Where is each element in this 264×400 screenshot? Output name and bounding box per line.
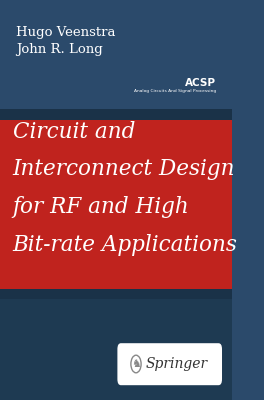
Bar <box>0 292 233 400</box>
Text: Bit-rate Applications: Bit-rate Applications <box>13 234 238 256</box>
Bar <box>0 109 233 120</box>
FancyBboxPatch shape <box>117 343 222 385</box>
Text: ♞: ♞ <box>131 359 141 369</box>
Bar <box>0 289 233 299</box>
Bar <box>0 110 233 292</box>
Text: for RF and High: for RF and High <box>13 196 190 218</box>
Text: Circuit and: Circuit and <box>13 121 135 143</box>
Text: Springer: Springer <box>146 357 208 371</box>
Text: Hugo Veenstra: Hugo Veenstra <box>16 26 116 39</box>
Text: ACSP: ACSP <box>185 78 216 88</box>
Text: Analog Circuits And Signal Processing: Analog Circuits And Signal Processing <box>134 89 216 93</box>
Text: John R. Long: John R. Long <box>16 43 103 56</box>
Text: Interconnect Design: Interconnect Design <box>13 158 235 180</box>
